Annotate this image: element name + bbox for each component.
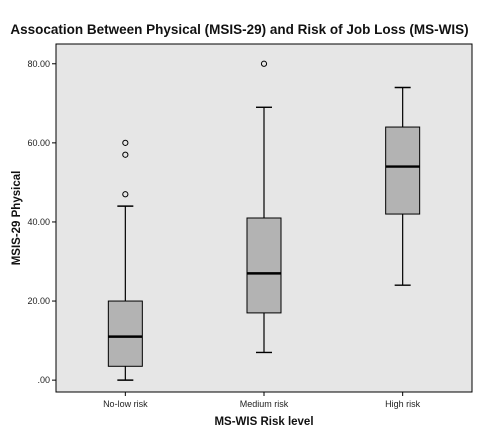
box-series xyxy=(107,60,421,381)
y-tick-label: .00 xyxy=(37,375,50,385)
x-tick-label: No-low risk xyxy=(103,399,148,409)
box-iqr xyxy=(107,300,143,367)
outlier-point xyxy=(260,60,268,67)
y-axis-title: MSIS-29 Physical xyxy=(11,171,23,266)
box-iqr xyxy=(246,217,282,314)
x-tick-label: Medium risk xyxy=(240,399,289,409)
x-axis-title: MS-WIS Risk level xyxy=(214,416,313,428)
y-tick-label: 40.00 xyxy=(27,217,50,227)
x-axis: No-low risk Medium risk High risk xyxy=(103,392,421,409)
x-tick-label: High risk xyxy=(385,399,421,409)
y-tick-label: 20.00 xyxy=(27,296,50,306)
outlier-point xyxy=(122,139,129,146)
y-tick-label: 80.00 xyxy=(27,59,50,69)
outlier-point xyxy=(122,151,129,158)
chart-title: Assocation Between Physical (MSIS-29) an… xyxy=(10,22,469,37)
y-axis: .00 20.00 40.00 60.00 80.00 xyxy=(27,59,56,385)
y-tick-label: 60.00 xyxy=(27,138,50,148)
outlier-point xyxy=(122,191,129,198)
box-iqr xyxy=(385,126,421,215)
